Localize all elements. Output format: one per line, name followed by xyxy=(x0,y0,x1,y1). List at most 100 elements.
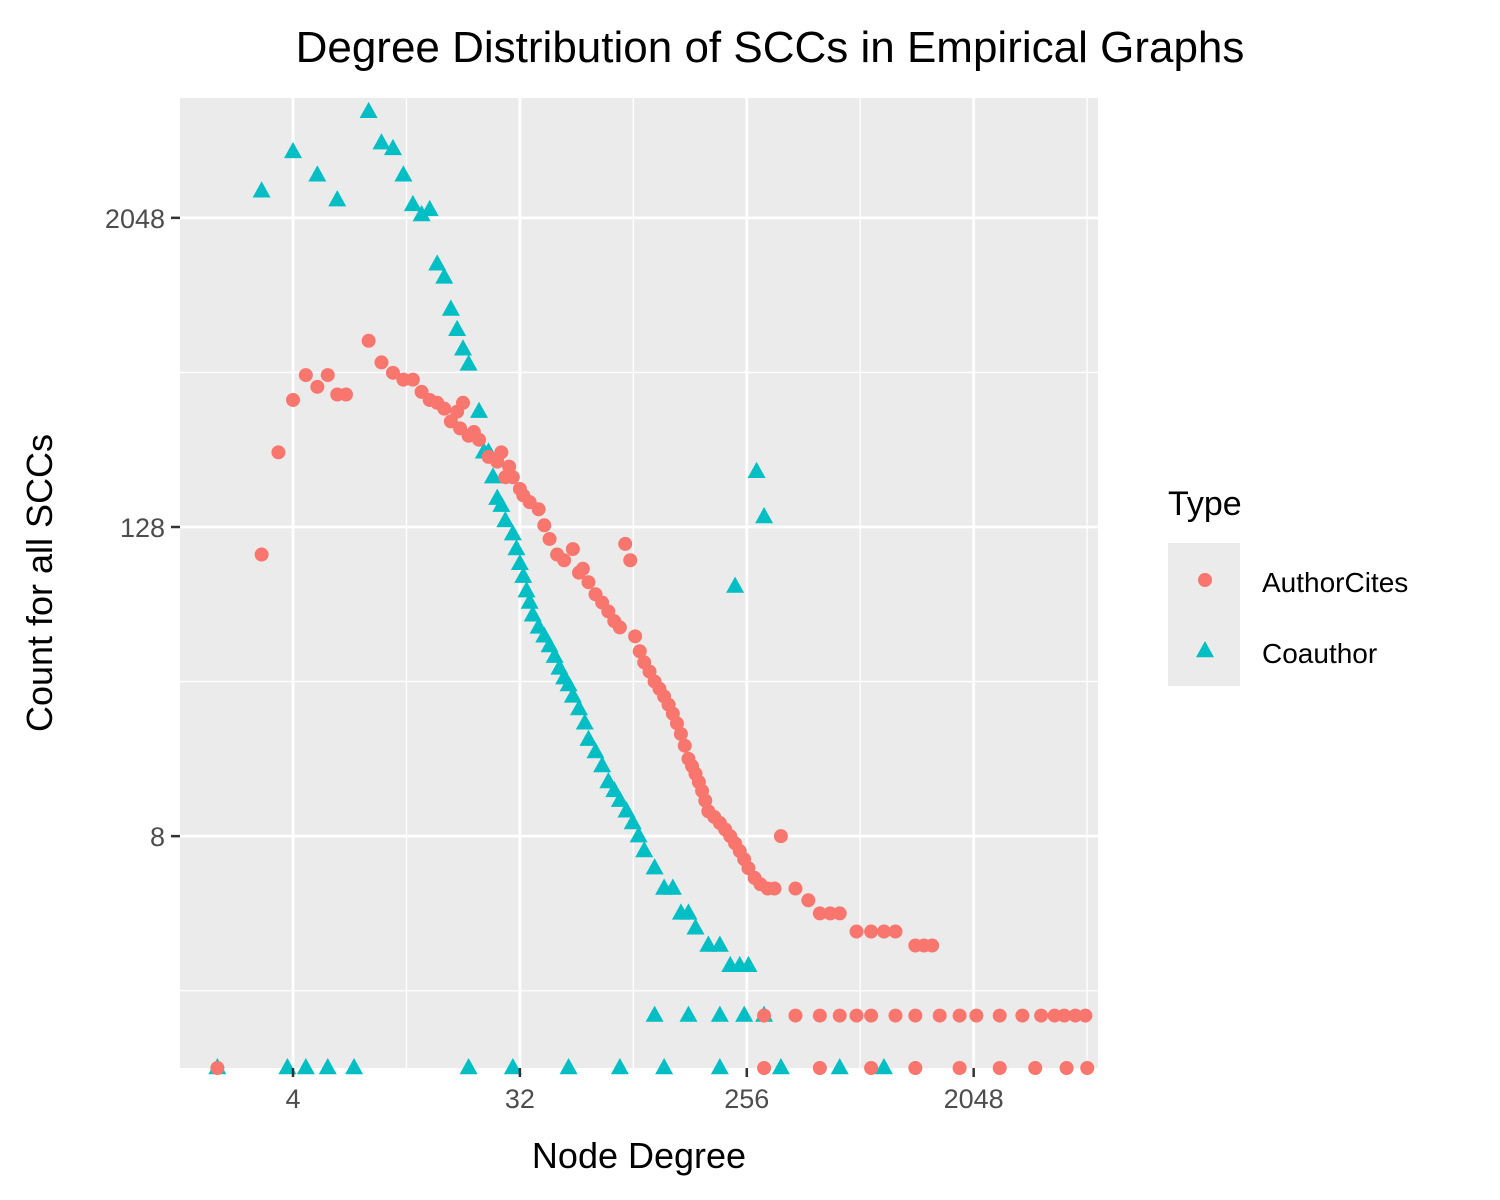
authorcites-point xyxy=(876,924,891,939)
coauthor-point xyxy=(459,1058,478,1075)
coauthor-point xyxy=(372,133,391,150)
authorcites-point xyxy=(849,924,864,939)
minor-gridlines xyxy=(180,98,1098,1068)
coauthor-point xyxy=(686,918,705,935)
major-gridlines xyxy=(180,98,1098,1068)
coauthor-point xyxy=(771,1058,790,1075)
coauthor-point xyxy=(284,141,303,159)
x-tick-label: 4 xyxy=(285,1084,300,1114)
authorcites-point xyxy=(338,387,353,402)
coauthor-point xyxy=(428,254,447,271)
authorcites-point xyxy=(1080,1061,1095,1075)
coauthor-point xyxy=(710,1005,729,1022)
authorcites-point xyxy=(1034,1008,1049,1023)
x-tick-label: 2048 xyxy=(944,1084,1004,1114)
coauthor-point xyxy=(420,199,439,217)
authorcites-point xyxy=(888,924,903,939)
authorcites-point xyxy=(888,1008,903,1023)
authorcites-point xyxy=(361,333,376,348)
coauthor-point xyxy=(454,339,473,356)
authorcites-point xyxy=(623,553,638,568)
authorcites-point xyxy=(298,368,313,383)
y-axis: 8 128 2048 xyxy=(105,204,180,852)
authorcites-point xyxy=(575,561,590,576)
coauthor-point xyxy=(296,1058,315,1075)
coauthor-point xyxy=(755,507,774,524)
coauthor-point xyxy=(403,194,422,212)
authorcites-point xyxy=(1015,1008,1030,1023)
plot-panel xyxy=(180,98,1098,1068)
coauthor-point xyxy=(345,1058,364,1075)
authorcites-point xyxy=(374,355,389,370)
coauthor-point xyxy=(559,1058,578,1075)
authorcites-point xyxy=(812,1061,827,1075)
authorcites-point xyxy=(286,392,301,407)
authorcites-point xyxy=(757,1061,772,1075)
y-tick-label: 128 xyxy=(120,513,165,543)
coauthor-point xyxy=(448,319,467,337)
authorcites-point xyxy=(788,881,803,896)
coauthor-point xyxy=(726,576,745,593)
coauthor-point xyxy=(394,165,413,182)
legend-key-coauthor xyxy=(1196,641,1214,658)
authorcites-point xyxy=(1028,1061,1043,1075)
authorcites-point xyxy=(698,793,713,808)
authorcites-point xyxy=(969,1008,984,1023)
coauthor-point xyxy=(739,955,758,973)
authorcites-point xyxy=(537,518,552,533)
coauthor-point xyxy=(459,354,478,371)
coauthor-point xyxy=(412,205,431,222)
legend-label-coauthor: Coauthor xyxy=(1262,638,1377,669)
authorcites-point xyxy=(1059,1061,1074,1075)
coauthor-point xyxy=(503,524,522,541)
authorcites-point xyxy=(812,906,827,921)
authorcites-point xyxy=(502,459,517,474)
authorcites-point xyxy=(628,629,643,644)
coauthor-point xyxy=(563,686,582,703)
coauthor-point xyxy=(383,138,402,156)
coauthor-point xyxy=(617,801,636,818)
coauthor-point xyxy=(629,826,648,843)
authorcites-point xyxy=(864,1008,879,1023)
coauthor-point xyxy=(874,1058,893,1075)
coauthor-point xyxy=(579,729,598,746)
authorcites-point xyxy=(864,1061,879,1075)
authorcites-point xyxy=(1078,1008,1093,1023)
legend-key-authorcites xyxy=(1198,573,1212,587)
x-axis: 4 32 256 2048 xyxy=(285,1068,1004,1114)
authorcites-point xyxy=(472,432,487,447)
authorcites-point xyxy=(618,536,633,551)
authorcites-point xyxy=(757,1008,772,1023)
authorcites-point xyxy=(557,553,572,568)
authorcites-point xyxy=(531,502,546,517)
coauthor-point xyxy=(328,190,347,207)
authorcites-point xyxy=(849,1008,864,1023)
data-points xyxy=(208,101,1095,1075)
coauthor-point xyxy=(545,646,564,663)
coauthor-point xyxy=(645,858,664,875)
coauthor-point xyxy=(507,539,526,556)
authorcites-point xyxy=(1057,1008,1072,1023)
x-tick-label: 32 xyxy=(505,1084,535,1114)
authorcites-point xyxy=(908,1061,923,1075)
authorcites-point xyxy=(925,938,940,953)
authorcites-point xyxy=(832,906,847,921)
coauthor-point xyxy=(747,461,766,478)
coauthor-point xyxy=(441,299,460,316)
coauthor-point xyxy=(623,813,642,830)
authorcites-point xyxy=(788,1008,803,1023)
coauthor-point xyxy=(593,756,612,773)
authorcites-point xyxy=(832,1008,847,1023)
authorcites-point xyxy=(908,1008,923,1023)
coauthor-point xyxy=(679,1005,698,1022)
authorcites-point xyxy=(812,1008,827,1023)
coauthor-point xyxy=(586,742,605,759)
coauthor-point xyxy=(520,592,539,609)
authorcites-point xyxy=(992,1008,1007,1023)
authorcites-point xyxy=(565,542,580,557)
authorcites-point xyxy=(271,445,286,460)
authorcites-point xyxy=(310,379,325,394)
coauthor-point xyxy=(655,1058,674,1075)
y-axis-title: Count for all SCCs xyxy=(19,434,60,732)
